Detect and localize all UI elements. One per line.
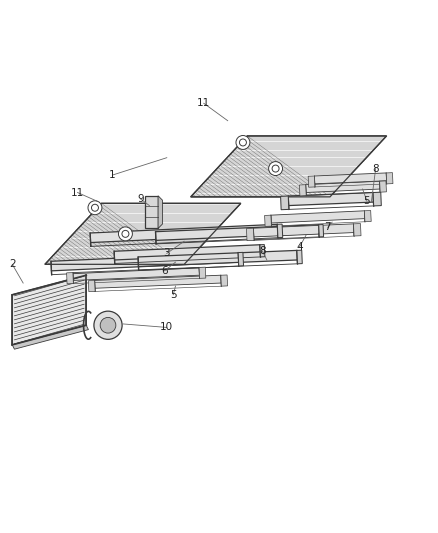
Polygon shape [145,196,158,229]
Polygon shape [51,253,239,271]
Circle shape [94,311,122,340]
Polygon shape [114,245,260,260]
Text: 9: 9 [138,194,144,204]
Polygon shape [199,267,206,278]
Circle shape [122,230,129,237]
Polygon shape [300,185,306,196]
Circle shape [240,139,247,146]
Polygon shape [380,181,386,192]
Polygon shape [373,192,381,206]
Text: 11: 11 [71,188,84,198]
Circle shape [236,135,250,149]
Text: 7: 7 [325,222,331,232]
Polygon shape [254,224,354,237]
Text: 8: 8 [372,164,379,174]
Circle shape [272,165,279,172]
Polygon shape [12,275,86,345]
Circle shape [268,161,283,175]
Circle shape [92,204,99,211]
Polygon shape [138,251,297,266]
Circle shape [100,318,116,333]
Text: 1: 1 [109,170,116,180]
Text: 5: 5 [364,196,370,206]
Text: 6: 6 [161,266,168,276]
Polygon shape [90,224,278,243]
Polygon shape [238,252,244,266]
Circle shape [88,201,102,215]
Polygon shape [364,211,371,222]
Text: 2: 2 [9,260,16,269]
Polygon shape [319,224,324,237]
Polygon shape [260,245,265,257]
Polygon shape [12,325,88,349]
Text: 4: 4 [296,242,303,252]
Polygon shape [191,136,387,197]
Polygon shape [247,228,254,241]
Polygon shape [73,268,199,280]
Polygon shape [277,224,283,238]
Polygon shape [281,196,289,209]
Text: 11: 11 [197,98,210,108]
Polygon shape [308,176,315,187]
Polygon shape [271,211,365,223]
Polygon shape [67,272,73,284]
Polygon shape [158,196,162,229]
Text: 8: 8 [259,246,266,256]
Polygon shape [386,173,393,184]
Polygon shape [353,223,361,236]
Polygon shape [265,215,272,227]
Polygon shape [306,181,380,192]
Polygon shape [155,225,319,240]
Polygon shape [297,250,302,264]
Polygon shape [95,275,221,288]
Polygon shape [221,275,228,286]
Polygon shape [314,173,387,184]
Text: 3: 3 [163,248,170,259]
Polygon shape [45,204,241,264]
Text: 5: 5 [170,290,177,300]
Polygon shape [288,192,374,206]
Text: 10: 10 [160,322,173,333]
Circle shape [118,227,132,241]
Polygon shape [88,280,95,292]
